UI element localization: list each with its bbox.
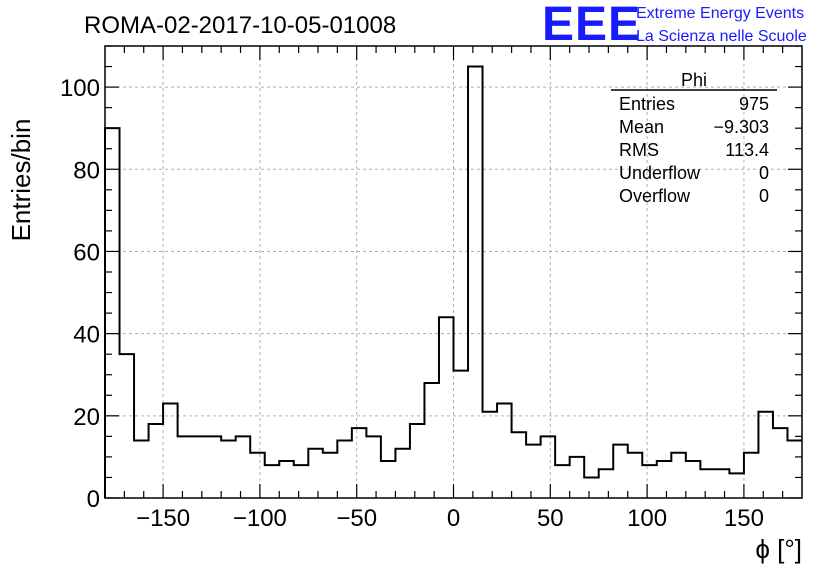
y-tick-label: 60 — [73, 239, 100, 266]
stats-box-name: Phi — [681, 70, 707, 90]
x-axis-title: ϕ [°] — [755, 534, 802, 564]
y-tick-label: 20 — [73, 404, 100, 431]
stats-overflow-value: 0 — [759, 186, 769, 206]
y-tick-label: 0 — [87, 486, 100, 513]
x-tick-label: 50 — [537, 505, 564, 532]
eee-logo: EEE Extreme Energy Events La Scienza nel… — [542, 0, 807, 51]
y-tick-label: 40 — [73, 322, 100, 349]
chart-title: ROMA-02-2017-10-05-01008 — [84, 12, 396, 39]
x-tick-label: 150 — [724, 505, 764, 532]
eee-logo-mark: EEE — [542, 0, 641, 51]
histogram-step-line — [104, 65, 802, 498]
eee-logo-line1: Extreme Energy Events — [636, 5, 804, 22]
stats-entries-value: 975 — [739, 94, 769, 114]
x-tick-label: 0 — [447, 505, 460, 532]
y-axis-title: Entries/bin — [6, 119, 36, 242]
stats-entries-label: Entries — [619, 94, 675, 114]
y-tick-label: 100 — [60, 75, 100, 102]
grid-lines — [105, 46, 802, 499]
y-tick-labels: 0 20 40 60 80 100 — [60, 75, 100, 513]
stats-overflow-label: Overflow — [619, 186, 691, 206]
stats-box: Phi Entries 975 Mean −9.303 RMS 113.4 Un… — [611, 70, 777, 206]
stats-mean-label: Mean — [619, 117, 664, 137]
stats-rms-label: RMS — [619, 140, 659, 160]
y-tick-label: 80 — [73, 157, 100, 184]
x-tick-labels: −150 −100 −50 0 50 100 150 — [136, 505, 764, 532]
stats-mean-value: −9.303 — [713, 117, 769, 137]
stats-underflow-value: 0 — [759, 163, 769, 183]
stats-underflow-label: Underflow — [619, 163, 701, 183]
x-tick-label: −50 — [336, 505, 377, 532]
x-tick-label: −100 — [233, 505, 287, 532]
plot-frame — [104, 45, 803, 499]
eee-logo-line2: La Scienza nelle Scuole — [636, 28, 807, 45]
x-tick-label: −150 — [136, 505, 190, 532]
x-tick-label: 100 — [627, 505, 667, 532]
stats-rms-value: 113.4 — [725, 140, 769, 160]
